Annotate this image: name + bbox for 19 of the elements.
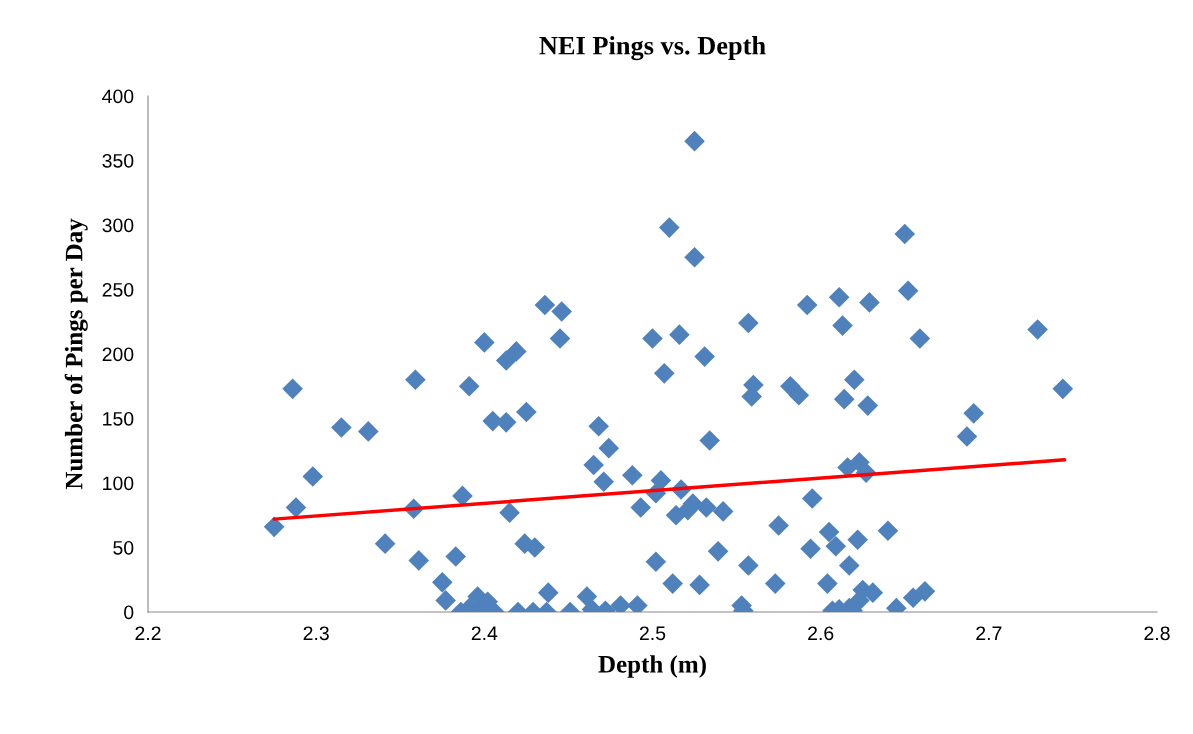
chart-title: NEI Pings vs. Depth — [539, 36, 766, 61]
y-tick-label: 300 — [102, 218, 134, 233]
y-tick-label: 250 — [102, 282, 134, 297]
y-tick-label: 150 — [103, 411, 134, 426]
y-tick-label: 350 — [102, 153, 134, 168]
y-tick-label: 50 — [113, 540, 134, 555]
x-tick-label: 2.8 — [1144, 626, 1170, 641]
y-axis-title: Number of Pings per Day — [64, 218, 88, 490]
y-tick-label: 200 — [102, 347, 134, 362]
x-tick-label: 2.6 — [808, 626, 834, 641]
y-tick-label: 100 — [103, 476, 134, 491]
y-tick-label: 0 — [124, 605, 134, 620]
y-tick-label: 400 — [102, 89, 134, 104]
x-tick-label: 2.7 — [976, 626, 1002, 640]
x-tick-label: 2.3 — [303, 626, 329, 641]
x-tick-label: 2.4 — [471, 626, 498, 640]
x-tick-label: 2.2 — [135, 626, 161, 640]
x-tick-label: 2.5 — [639, 626, 666, 641]
x-axis-title: Depth (m) — [598, 655, 706, 678]
